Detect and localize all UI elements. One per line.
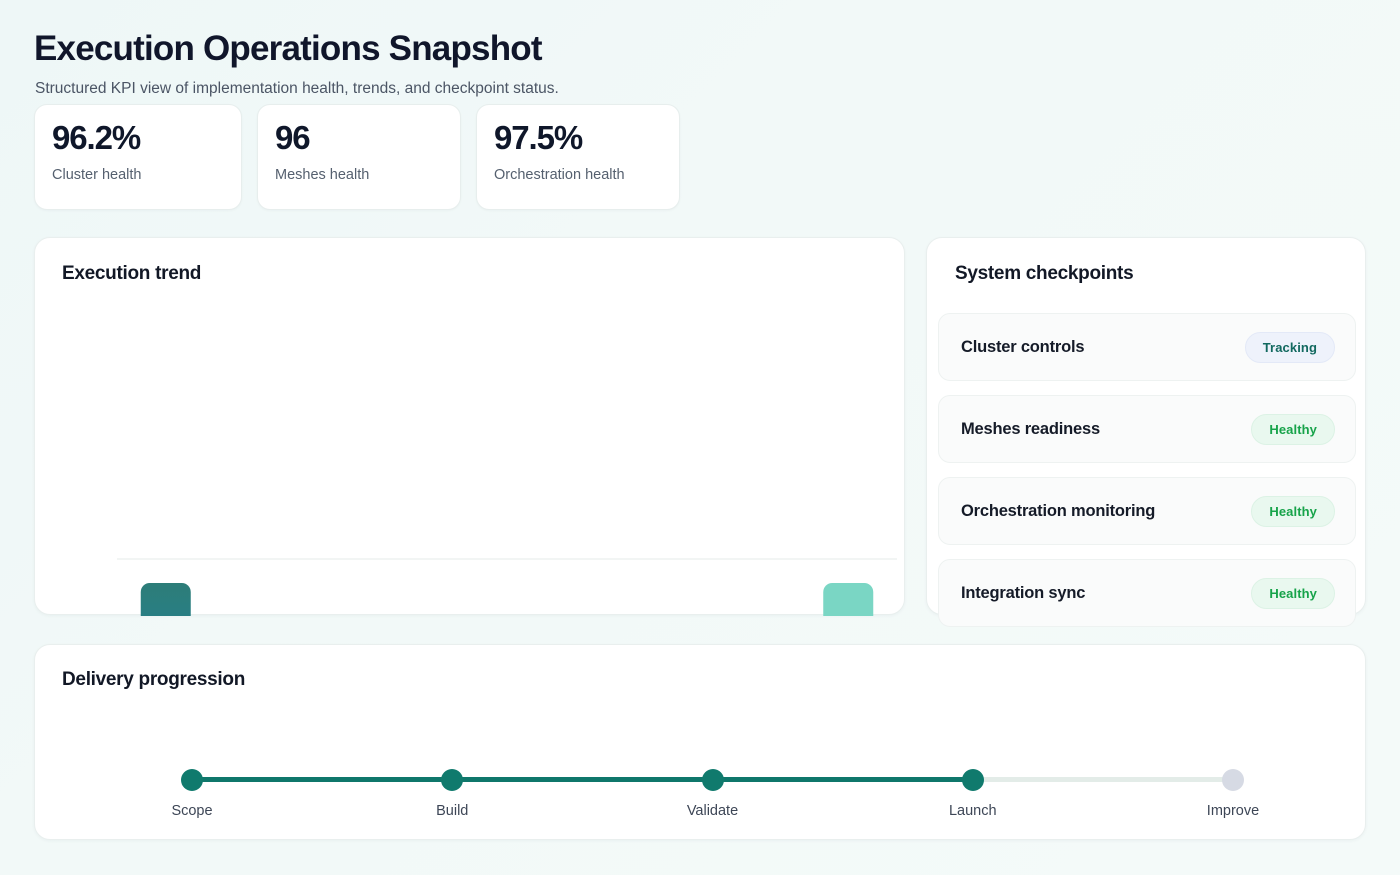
progression-step-label: Improve [1206, 803, 1260, 819]
checkpoint-name: Cluster controls [961, 337, 1085, 356]
progression-step[interactable]: Validate [666, 755, 760, 819]
status-badge: Healthy [1251, 495, 1335, 527]
step-dot-complete-icon [961, 769, 984, 791]
page-title: Execution Operations Snapshot [34, 29, 543, 68]
kpi-value: 97.5% [494, 119, 583, 156]
kpi-label: Meshes health [275, 166, 370, 183]
execution-trend-title: Execution trend [62, 263, 202, 284]
kpi-card-orchestration-health[interactable]: 97.5% Orchestration health [476, 104, 680, 210]
kpi-card-cluster-health[interactable]: 96.2% Cluster health [34, 104, 242, 210]
checkpoint-item[interactable]: Integration sync Healthy [938, 559, 1356, 627]
kpi-label: Orchestration health [494, 166, 625, 183]
chart-bar[interactable] [140, 583, 191, 616]
chart-bar[interactable] [823, 583, 874, 616]
progress-track-fill [192, 777, 973, 782]
status-badge: Healthy [1251, 577, 1335, 609]
delivery-progression-title: Delivery progression [62, 669, 246, 690]
step-dot-complete-icon [181, 769, 203, 791]
kpi-label: Cluster health [52, 166, 142, 183]
checkpoint-list: Cluster controls Tracking Meshes readiness… [938, 313, 1356, 641]
page-subtitle: Structured KPI view of implementation he… [35, 80, 559, 97]
system-checkpoints-card: System checkpoints Cluster controls Track… [926, 237, 1366, 627]
checkpoint-item[interactable]: Cluster controls Tracking [938, 313, 1356, 381]
progression-step[interactable]: Scope [145, 755, 239, 819]
checkpoint-item[interactable]: Meshes readiness Healthy [938, 395, 1356, 463]
checkpoint-name: Integration sync [961, 583, 1086, 602]
system-checkpoints-title: System checkpoints [955, 263, 1134, 284]
status-badge: Tracking [1244, 331, 1335, 363]
step-dot-pending-icon [1222, 769, 1244, 791]
kpi-value: 96.2% [52, 119, 141, 156]
step-dot-complete-icon [441, 769, 464, 791]
progression-step-label: Validate [686, 803, 739, 819]
progression-step[interactable]: Launch [926, 755, 1020, 819]
progression-step-label: Launch [948, 803, 997, 819]
kpi-card-meshes-health[interactable]: 96 Meshes health [257, 104, 461, 210]
kpi-card-row: 96.2% Cluster health 96 Meshes health 97… [34, 104, 680, 210]
status-badge: Healthy [1251, 413, 1335, 445]
progression-step[interactable]: Improve [1186, 755, 1280, 819]
kpi-value: 96 [275, 119, 311, 156]
progression-step[interactable]: Build [405, 755, 499, 819]
delivery-progression-card: Delivery progression Scope Build Validate L… [34, 644, 1366, 840]
progression-step-label: Build [436, 803, 469, 819]
progression-step-label: Scope [171, 803, 213, 819]
execution-trend-card: Execution trend [34, 237, 906, 616]
checkpoint-name: Meshes readiness [961, 419, 1100, 438]
progression-stepper: Scope Build Validate Launch Improve [145, 755, 1280, 825]
checkpoint-name: Orchestration monitoring [961, 501, 1156, 520]
execution-trend-chart[interactable] [35, 238, 906, 616]
checkpoint-item[interactable]: Orchestration monitoring Healthy [938, 477, 1356, 545]
step-dot-complete-icon [701, 769, 724, 791]
